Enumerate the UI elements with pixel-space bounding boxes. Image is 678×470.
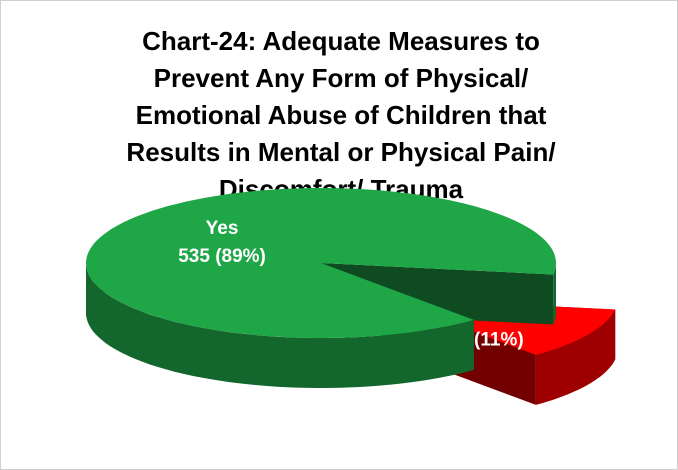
slice-wall [553, 263, 556, 325]
slice-category-label: Yes [206, 218, 239, 239]
slice-value-label: 535 (89%) [178, 246, 266, 267]
slice-wall [86, 263, 474, 388]
pie-slice [86, 188, 556, 338]
slice-wall [535, 309, 616, 405]
